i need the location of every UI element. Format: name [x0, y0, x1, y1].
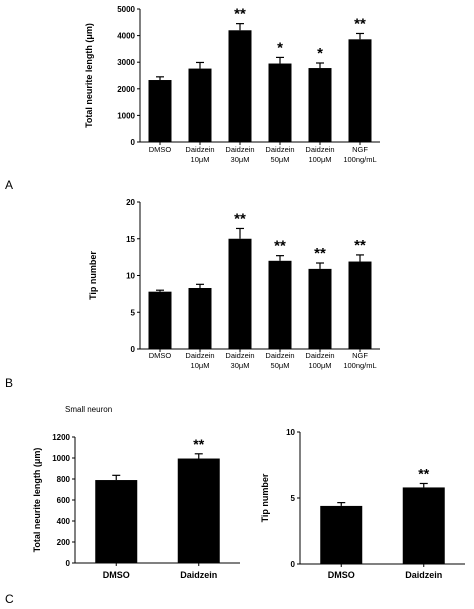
y-tick-label: 1000	[117, 111, 135, 120]
bar	[402, 487, 445, 564]
y-tick-label: 800	[57, 475, 71, 484]
y-tick-label: 5	[291, 494, 296, 503]
significance-marker: **	[234, 210, 246, 227]
y-tick-label: 1000	[52, 454, 70, 463]
category-label: 50μM	[271, 155, 290, 164]
y-tick-label: 1200	[52, 433, 70, 442]
bar	[268, 63, 292, 142]
y-tick-label: 0	[66, 559, 71, 568]
bar	[308, 268, 332, 349]
category-label: Daidzein	[405, 570, 442, 580]
y-tick-label: 3000	[117, 58, 135, 67]
category-label: 50μM	[271, 361, 290, 370]
y-tick-label: 10	[126, 272, 135, 281]
y-axis-label: Total neurite length (μm)	[84, 23, 94, 128]
category-label: DMSO	[103, 570, 130, 580]
panel-label-a: A	[5, 178, 13, 192]
category-label: NGF	[352, 351, 368, 360]
significance-marker: *	[277, 39, 283, 56]
bar	[348, 39, 372, 142]
y-tick-label: 600	[57, 496, 71, 505]
bar	[95, 480, 138, 563]
category-label: Daidzein	[225, 351, 254, 360]
y-tick-label: 400	[57, 517, 71, 526]
bar	[348, 261, 372, 349]
category-label: Daidzein	[265, 351, 294, 360]
y-tick-label: 0	[291, 560, 296, 569]
category-label: 100μM	[308, 155, 331, 164]
chart-c-small-neuron-tips: 0 5 10 Tip number DMSO ** Daidzein	[260, 428, 465, 580]
bar	[177, 458, 220, 563]
bar	[268, 260, 292, 349]
y-tick-label: 0	[131, 138, 136, 147]
y-tick-label: 15	[126, 235, 135, 244]
significance-marker: **	[193, 436, 204, 452]
y-tick-label: 0	[131, 345, 136, 354]
category-label: 10μM	[191, 155, 210, 164]
y-tick-label: 2000	[117, 85, 135, 94]
chart-c-small-neuron-length: 0 200 400 600 800 1000 1200 Total neurite lengt…	[32, 433, 240, 580]
panel-label-b: B	[5, 376, 13, 390]
significance-marker: **	[274, 238, 286, 255]
y-tick-label: 20	[126, 198, 135, 207]
category-label: Daidzein	[185, 351, 214, 360]
chart-a-neurite-length: 0 1000 2000 3000 4000 5000 Total neurite lengt…	[84, 5, 380, 164]
y-tick-label: 10	[286, 428, 295, 437]
category-label: DMSO	[149, 145, 172, 154]
category-label: Daidzein	[180, 570, 217, 580]
y-axis-label: Tip number	[88, 251, 98, 300]
y-axis-label: Total neurite length (μm)	[32, 448, 42, 553]
significance-marker: **	[314, 245, 326, 262]
significance-marker: **	[354, 237, 366, 254]
category-label: NGF	[352, 145, 368, 154]
category-label: Daidzein	[305, 351, 334, 360]
bar	[188, 68, 212, 142]
category-label: 30μM	[231, 361, 250, 370]
bar	[308, 68, 332, 142]
category-label: DMSO	[149, 351, 172, 360]
category-label: Daidzein	[225, 145, 254, 154]
y-tick-label: 200	[57, 538, 71, 547]
significance-marker: **	[354, 15, 366, 32]
panel-c-subtitle: Small neuron	[65, 405, 112, 414]
y-tick-label: 5	[131, 308, 136, 317]
y-tick-label: 5000	[117, 5, 135, 14]
bar	[228, 30, 252, 143]
category-label: Daidzein	[305, 145, 334, 154]
significance-marker: **	[234, 6, 246, 23]
category-label: 30μM	[231, 155, 250, 164]
panel-label-c: C	[5, 592, 14, 606]
y-tick-label: 4000	[117, 32, 135, 41]
significance-marker: **	[418, 465, 429, 481]
category-label: 100ng/mL	[343, 155, 376, 164]
category-label: Daidzein	[185, 145, 214, 154]
significance-marker: *	[317, 45, 323, 62]
bar	[188, 287, 212, 349]
y-axis-label: Tip number	[260, 473, 270, 522]
category-label: 100ng/mL	[343, 361, 376, 370]
category-label: DMSO	[328, 570, 355, 580]
bar	[148, 80, 172, 142]
category-label: 10μM	[191, 361, 210, 370]
category-label: Daidzein	[265, 145, 294, 154]
bar	[148, 291, 172, 349]
category-label: 100μM	[308, 361, 331, 370]
bar	[228, 238, 252, 349]
bar	[320, 505, 363, 564]
